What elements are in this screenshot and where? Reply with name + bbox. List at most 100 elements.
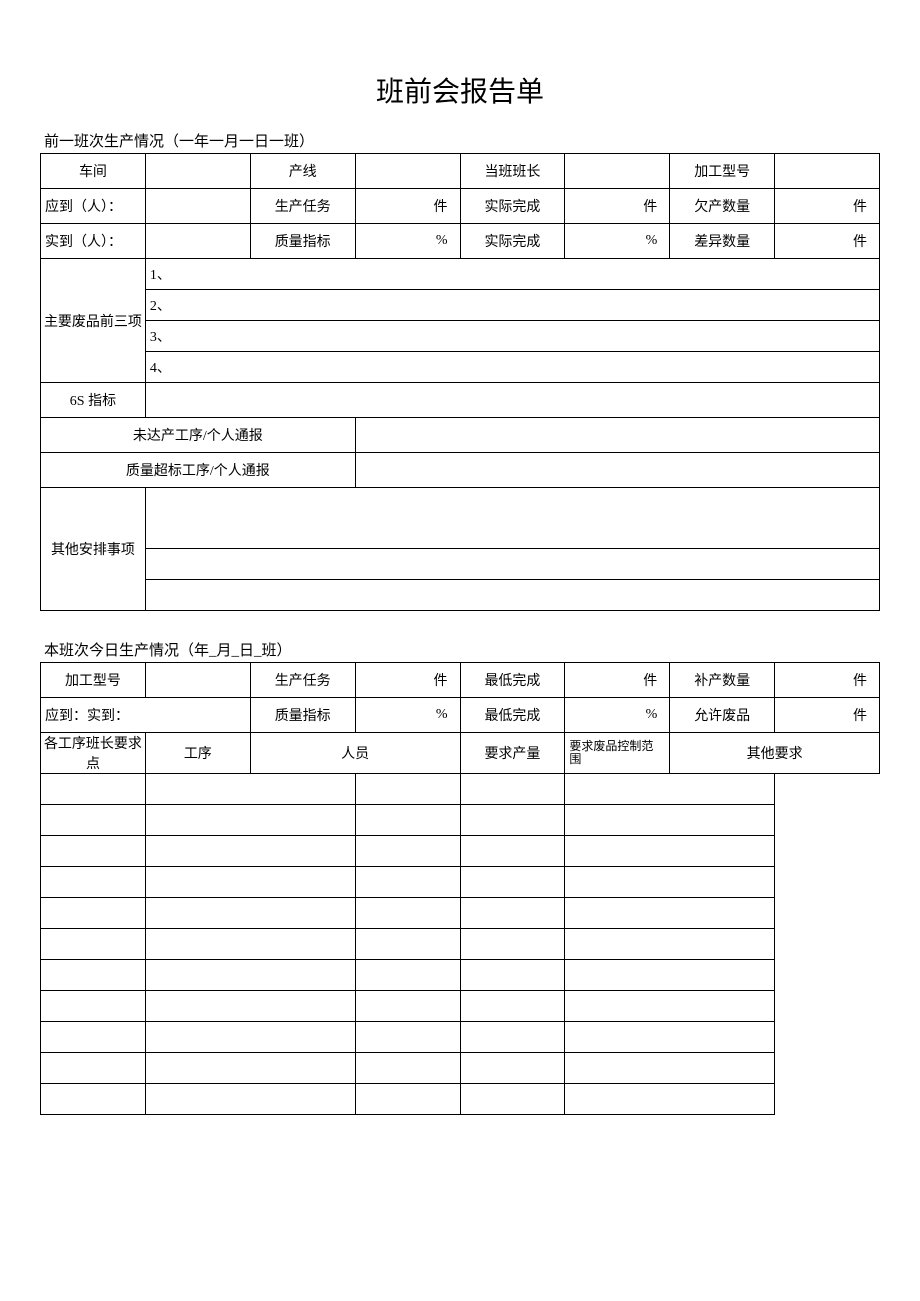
cell: [145, 898, 355, 929]
cell: [460, 805, 565, 836]
cell: [565, 991, 775, 1022]
cell: 欠产数量: [670, 189, 775, 224]
s1-notice2: 质量超标工序/个人通报: [41, 453, 880, 488]
s1-waste-row: 2、: [41, 290, 880, 321]
cell: [355, 960, 460, 991]
cell: 件: [565, 663, 670, 698]
s1-row2: 应到（人）： 生产任务 件 实际完成 件 欠产数量 件: [41, 189, 880, 224]
cell: [41, 867, 146, 898]
s2-head-row: 各工序班长要求点 工序 人员 要求产量 要求废品控制范围 其他要求: [41, 733, 880, 774]
cell: [460, 898, 565, 929]
s2-detail-row: [41, 1053, 880, 1084]
cell: [460, 929, 565, 960]
cell: [565, 929, 775, 960]
cell: [460, 1053, 565, 1084]
cell: 件: [355, 189, 460, 224]
s2-detail-row: [41, 774, 880, 805]
s1-row1: 车间 产线 当班班长 加工型号: [41, 154, 880, 189]
cell: [145, 663, 250, 698]
cell: 生产任务: [250, 663, 355, 698]
cell: 当班班长: [460, 154, 565, 189]
cell: 件: [355, 663, 460, 698]
s2-detail-row: [41, 1084, 880, 1115]
cell: [145, 805, 355, 836]
cell: [145, 929, 355, 960]
s1-other-row: [41, 580, 880, 611]
cell: [145, 488, 879, 549]
waste-item: 3、: [145, 321, 879, 352]
cell: [565, 805, 775, 836]
section2-subtitle: 本班次今日生产情况（年_月_日_班）: [40, 639, 880, 660]
waste-item: 1、: [145, 259, 879, 290]
cell: [460, 867, 565, 898]
cell: %: [355, 224, 460, 259]
cell: [145, 960, 355, 991]
cell: 其他要求: [670, 733, 880, 774]
cell: 质量超标工序/个人通报: [41, 453, 356, 488]
cell: 产线: [250, 154, 355, 189]
cell: [41, 1084, 146, 1115]
s2-row2: 应到：实到： 质量指标 % 最低完成 % 允许废品 件: [41, 698, 880, 733]
cell: 工序: [145, 733, 250, 774]
cell: [41, 805, 146, 836]
cell: [565, 898, 775, 929]
cell: 实际完成: [460, 189, 565, 224]
cell: [41, 991, 146, 1022]
s1-row3: 实到（人）： 质量指标 % 实际完成 % 差异数量 件: [41, 224, 880, 259]
cell: [41, 836, 146, 867]
cell: [355, 867, 460, 898]
cell: [145, 867, 355, 898]
s1-other-row: 其他安排事项: [41, 488, 880, 549]
cell: [145, 549, 879, 580]
cell: [41, 774, 146, 805]
cell: [565, 836, 775, 867]
s2-detail-row: [41, 929, 880, 960]
cell: 加工型号: [670, 154, 775, 189]
cell: [355, 774, 460, 805]
cell: [41, 1053, 146, 1084]
cell: [145, 836, 355, 867]
cell: 质量指标: [250, 224, 355, 259]
cell: %: [355, 698, 460, 733]
cell: [565, 960, 775, 991]
waste-item: 2、: [145, 290, 879, 321]
cell: 件: [565, 189, 670, 224]
cell: [145, 1084, 355, 1115]
cell: [355, 991, 460, 1022]
cell: 最低完成: [460, 698, 565, 733]
cell: 应到（人）：: [41, 189, 146, 224]
cell: 件: [775, 224, 880, 259]
cell: %: [565, 224, 670, 259]
cell: 件: [775, 189, 880, 224]
s1-waste-row: 主要废品前三项 1、: [41, 259, 880, 290]
section1-subtitle: 前一班次生产情况（一年一月一日一班）: [40, 130, 880, 151]
cell: 要求产量: [460, 733, 565, 774]
cell: 差异数量: [670, 224, 775, 259]
cell: [355, 1022, 460, 1053]
cell: [41, 929, 146, 960]
cell: 车间: [41, 154, 146, 189]
cell: [460, 774, 565, 805]
s2-detail-row: [41, 867, 880, 898]
cell: 人员: [250, 733, 460, 774]
cell: [145, 224, 250, 259]
s1-6s-row: 6S 指标: [41, 383, 880, 418]
cell: [775, 154, 880, 189]
waste-item: 4、: [145, 352, 879, 383]
section1-table: 车间 产线 当班班长 加工型号 应到（人）： 生产任务 件 实际完成 件 欠产数…: [40, 153, 880, 611]
cell: 6S 指标: [41, 383, 146, 418]
cell: [355, 805, 460, 836]
cell: 应到：实到：: [41, 698, 251, 733]
cell: [355, 929, 460, 960]
cell: 补产数量: [670, 663, 775, 698]
cell: [460, 1022, 565, 1053]
cell: [355, 1084, 460, 1115]
cell: [145, 1022, 355, 1053]
cell: [565, 1022, 775, 1053]
s2-detail-row: [41, 960, 880, 991]
cell: [145, 580, 879, 611]
cell: [355, 1053, 460, 1084]
cell: [145, 383, 879, 418]
leader-label: 各工序班长要求点: [41, 733, 146, 774]
cell: [145, 774, 355, 805]
